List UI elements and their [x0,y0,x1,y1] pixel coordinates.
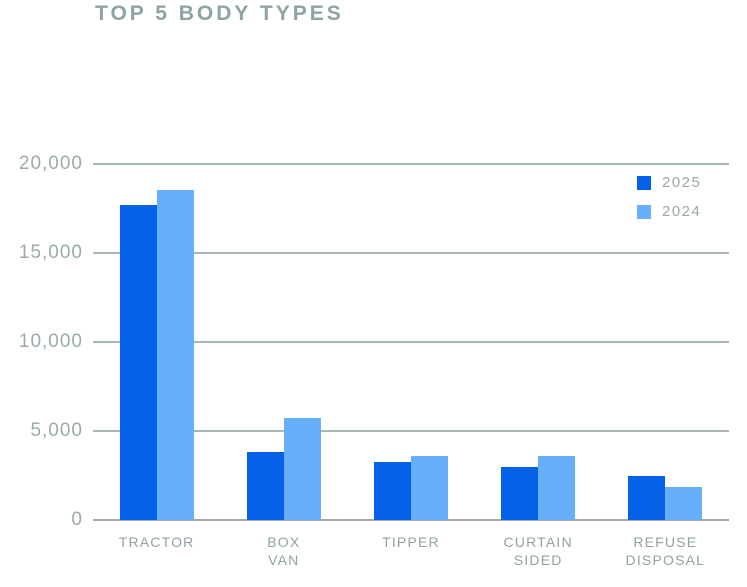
bar-2025 [119,204,157,520]
bar-2025 [628,475,666,520]
y-tick-label: 0 [71,509,83,530]
bar-group: REFUSE DISPOSAL [626,164,704,568]
gridline: 20,000 [19,153,729,174]
x-axis-line: 0 [71,509,729,530]
x-tick-label: BOX VAN [267,534,301,568]
legend-swatch-icon [637,175,651,190]
gridline: 10,000 [19,331,729,352]
legend-label: 2025 [662,174,702,191]
legend-swatch-icon [637,204,651,219]
chart-title: TOP 5 BODY TYPES [95,2,344,25]
bar-group: CURTAIN SIDED [501,164,576,568]
bar-group: TRACTOR [119,164,194,550]
x-tick-label: CURTAIN SIDED [503,534,573,568]
x-tick-label: TRACTOR [118,534,195,550]
chart-legend: 2025 2024 [637,174,701,220]
y-tick-label: 5,000 [30,420,83,441]
bar-2025 [373,462,411,520]
gridline: 15,000 [19,242,729,263]
x-tick-label: REFUSE DISPOSAL [625,534,706,568]
y-tick-label: 15,000 [18,242,83,263]
plot-area: 20,000 15,000 10,000 5,000 0 TRACTOR BOX VAN T… [19,153,729,568]
gridline: 5,000 [30,420,729,441]
bars-layer: TRACTOR BOX VAN TIPPER CURTAIN SIDED REFUSE … [93,164,729,568]
y-tick-label: 20,000 [18,153,83,174]
legend-label: 2024 [662,203,702,220]
bar-2024 [410,455,448,520]
bar-2024 [156,189,194,520]
bar-2025 [501,466,539,520]
y-tick-label: 10,000 [18,331,83,352]
bar-2024 [283,417,321,520]
legend-item: 2024 [637,203,701,220]
bar-2024 [538,455,576,520]
legend-item: 2025 [637,174,701,191]
x-tick-label: TIPPER [382,534,440,550]
bar-2025 [246,452,284,520]
bar-group: BOX VAN [246,164,321,568]
bar-group: TIPPER [373,164,448,550]
bar-2024 [665,487,703,520]
